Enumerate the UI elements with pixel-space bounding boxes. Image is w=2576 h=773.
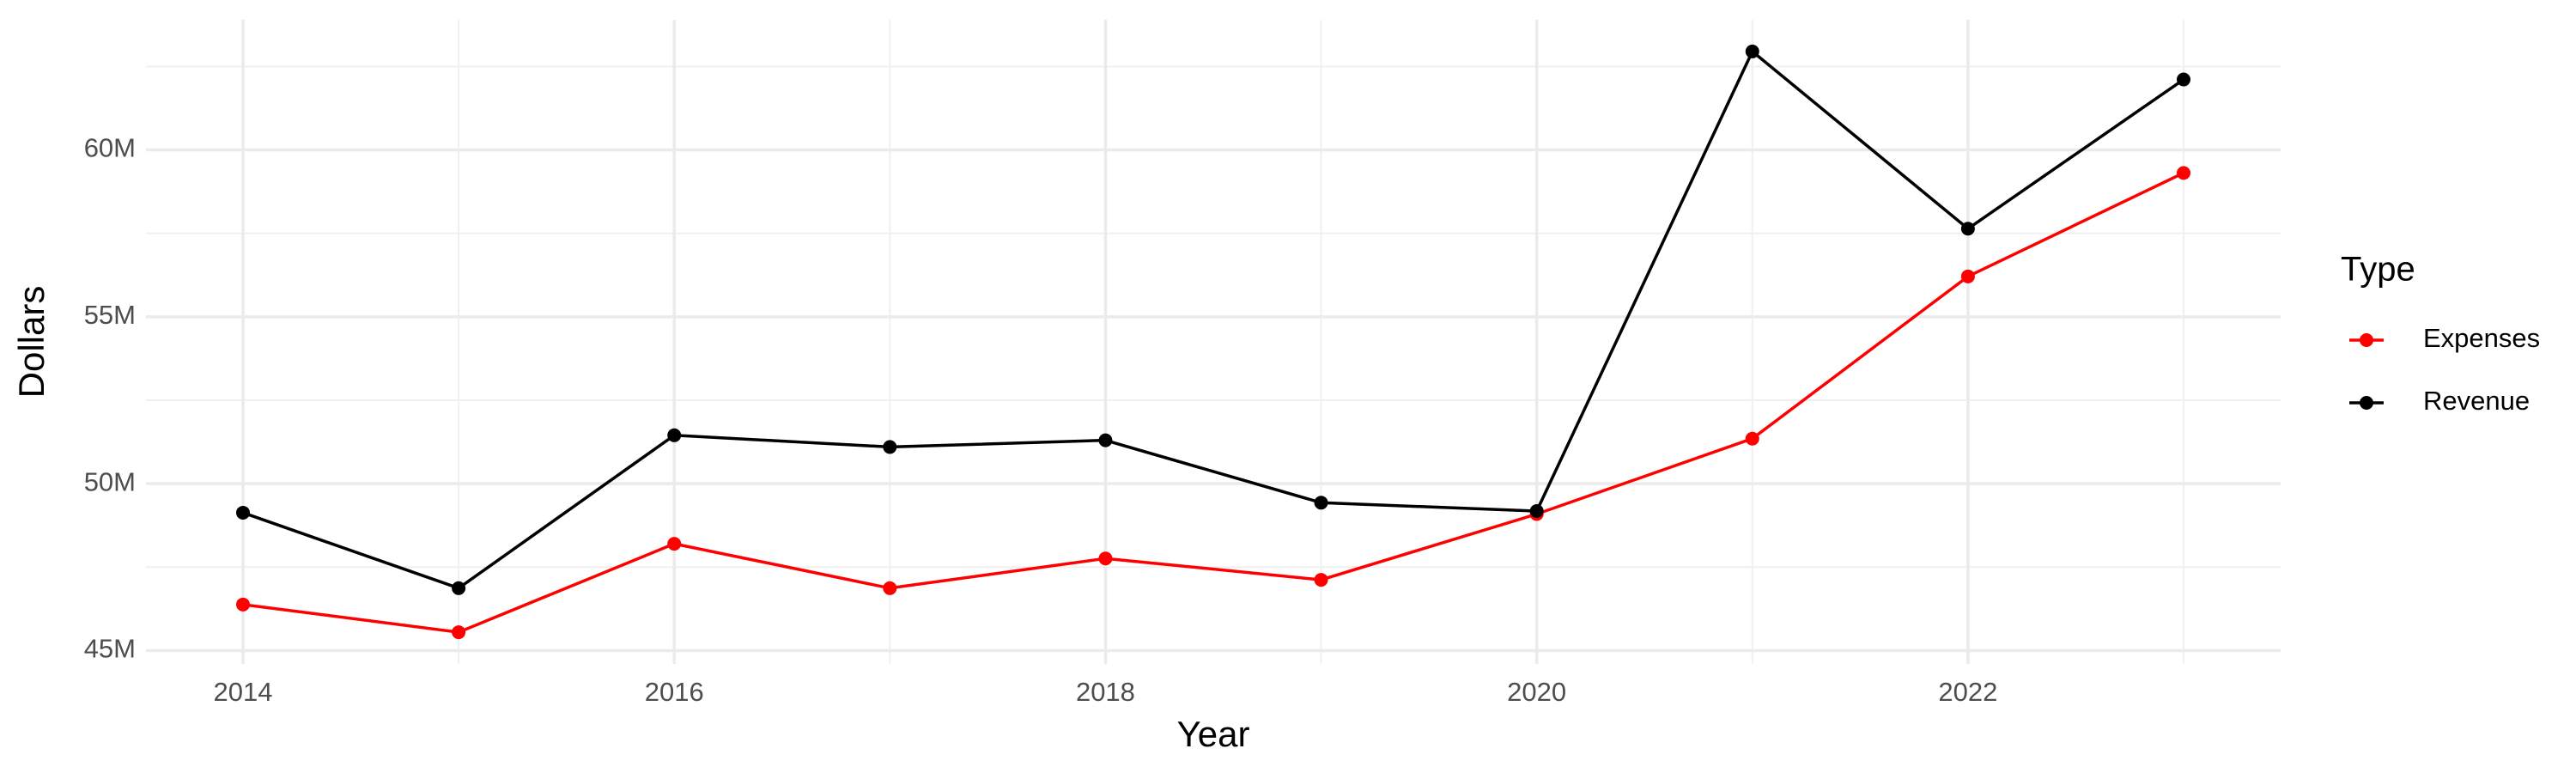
data-point (452, 625, 466, 640)
data-point (1745, 431, 1759, 446)
x-tick-label: 2018 (1076, 677, 1135, 707)
data-point (883, 440, 897, 454)
data-point (1745, 44, 1759, 58)
data-point (667, 537, 682, 551)
data-point (1960, 269, 1975, 283)
y-tick-label: 50M (84, 466, 136, 496)
data-point (1098, 433, 1113, 447)
data-point (1960, 222, 1975, 236)
x-tick-label: 2020 (1507, 677, 1566, 707)
data-point (2177, 166, 2190, 180)
x-tick-label: 2016 (645, 677, 704, 707)
legend-label: Expenses (2423, 323, 2540, 353)
legend-label: Revenue (2423, 386, 2530, 416)
data-point (1529, 504, 1544, 519)
data-point (667, 428, 682, 442)
grid (146, 20, 2281, 664)
data-point (236, 505, 250, 520)
data-point (2177, 72, 2190, 87)
y-axis-title: Dollars (11, 286, 52, 399)
legend-swatch-point (2360, 396, 2373, 410)
data-point (452, 581, 466, 595)
x-axis-title: Year (1177, 714, 1250, 754)
series-line (242, 49, 2184, 590)
legend-swatch-point (2360, 333, 2373, 347)
legend-title: Type (2341, 251, 2415, 289)
y-tick-label: 60M (84, 133, 136, 163)
x-tick-label: 2014 (214, 677, 273, 707)
data-point (883, 581, 897, 595)
x-tick-label: 2022 (1938, 677, 1997, 707)
y-tick-label: 55M (84, 300, 136, 330)
series-line (242, 171, 2184, 634)
y-tick-label: 45M (84, 634, 136, 664)
data-point (1314, 573, 1328, 587)
data-point (236, 597, 250, 612)
data-point (1314, 496, 1328, 510)
data-point (1098, 551, 1113, 566)
